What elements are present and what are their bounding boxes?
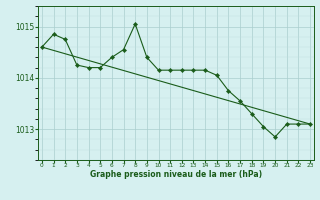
X-axis label: Graphe pression niveau de la mer (hPa): Graphe pression niveau de la mer (hPa) bbox=[90, 170, 262, 179]
